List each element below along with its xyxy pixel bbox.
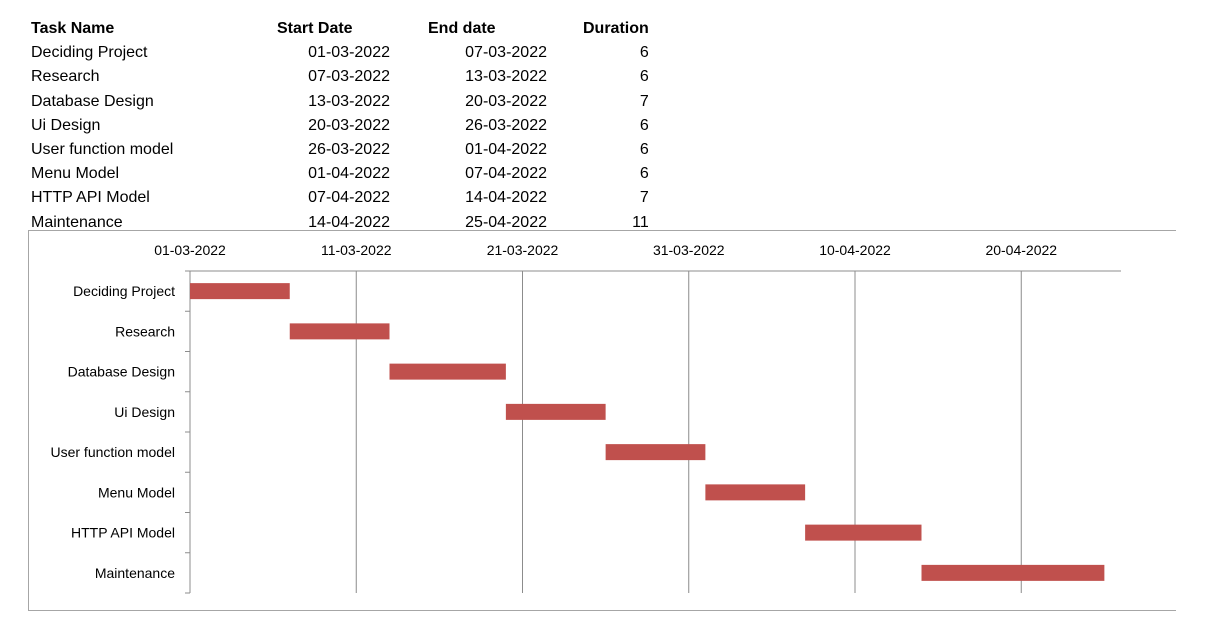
chart-frame xyxy=(28,230,1176,611)
duration-cell: 11 xyxy=(632,213,649,231)
header-end-date: End date xyxy=(428,20,496,37)
gantt-bar xyxy=(505,403,606,420)
category-label: User function model xyxy=(50,444,175,460)
end-date-cell: 14-04-2022 xyxy=(465,189,547,207)
duration-cell: 6 xyxy=(639,165,649,183)
table-row: Ui Design 20-03-2022 26-03-2022 6 xyxy=(31,114,649,138)
table-header-row: Task Name Start Date End date Duration xyxy=(31,17,649,41)
gantt-bar xyxy=(805,524,922,541)
duration-cell: 6 xyxy=(639,44,649,62)
start-date-cell: 01-04-2022 xyxy=(308,165,390,183)
start-date-cell: 20-03-2022 xyxy=(308,116,390,134)
start-date-cell: 13-03-2022 xyxy=(308,92,390,110)
x-tick-label: 21-03-2022 xyxy=(487,242,559,258)
end-date-cell: 25-04-2022 xyxy=(465,213,547,231)
gantt-bar xyxy=(705,484,806,501)
start-date-cell: 26-03-2022 xyxy=(308,141,390,159)
header-task-name: Task Name xyxy=(31,20,115,37)
x-tick-label: 11-03-2022 xyxy=(321,242,392,258)
table-row: Menu Model 01-04-2022 07-04-2022 6 xyxy=(31,162,649,186)
start-date-cell: 01-03-2022 xyxy=(308,44,390,62)
end-date-cell: 07-03-2022 xyxy=(465,44,547,62)
gantt-bar xyxy=(605,444,706,461)
start-date-cell: 07-04-2022 xyxy=(308,189,390,207)
task-name-cell: Database Design xyxy=(31,92,154,110)
end-date-cell: 26-03-2022 xyxy=(465,116,547,134)
duration-cell: 7 xyxy=(639,92,649,110)
gantt-bar xyxy=(389,363,506,380)
end-date-cell: 07-04-2022 xyxy=(465,165,547,183)
task-name-cell: User function model xyxy=(31,141,174,159)
task-name-cell: Menu Model xyxy=(31,165,120,183)
category-label: Research xyxy=(115,323,175,339)
category-label: Deciding Project xyxy=(73,283,175,299)
task-name-cell: Maintenance xyxy=(31,213,123,231)
table-row: HTTP API Model 07-04-2022 14-04-2022 7 xyxy=(31,186,649,210)
end-date-cell: 01-04-2022 xyxy=(465,141,547,159)
x-tick-label: 20-04-2022 xyxy=(985,242,1057,258)
end-date-cell: 20-03-2022 xyxy=(465,92,547,110)
gantt-bar xyxy=(190,283,290,300)
task-name-cell: Deciding Project xyxy=(31,44,148,62)
start-date-cell: 14-04-2022 xyxy=(308,213,390,231)
gantt-bar xyxy=(921,564,1105,581)
category-label: Database Design xyxy=(68,364,175,380)
task-name-cell: Research xyxy=(31,68,100,86)
header-start-date: Start Date xyxy=(277,20,353,37)
header-duration: Duration xyxy=(583,20,649,37)
task-name-cell: Ui Design xyxy=(31,116,101,134)
task-table: Task Name Start Date End date Duration D… xyxy=(31,17,649,235)
duration-cell: 6 xyxy=(639,141,649,159)
gantt-bar xyxy=(289,323,390,340)
start-date-cell: 07-03-2022 xyxy=(308,68,390,86)
table-row: Maintenance 14-04-2022 25-04-2022 11 xyxy=(31,211,649,235)
duration-cell: 6 xyxy=(639,68,649,86)
x-tick-label: 01-03-2022 xyxy=(154,242,226,258)
category-label: Menu Model xyxy=(98,484,175,500)
table-row: User function model 26-03-2022 01-04-2022 6 xyxy=(31,138,649,162)
x-tick-label: 10-04-2022 xyxy=(819,242,891,258)
duration-cell: 7 xyxy=(639,189,649,207)
category-label: HTTP API Model xyxy=(71,525,175,541)
category-label: Maintenance xyxy=(95,565,175,581)
task-name-cell: HTTP API Model xyxy=(31,189,150,207)
table-row: Database Design 13-03-2022 20-03-2022 7 xyxy=(31,90,649,114)
table-row: Research 07-03-2022 13-03-2022 6 xyxy=(31,65,649,89)
x-tick-label: 31-03-2022 xyxy=(653,242,725,258)
end-date-cell: 13-03-2022 xyxy=(465,68,547,86)
duration-cell: 6 xyxy=(639,116,649,134)
category-label: Ui Design xyxy=(114,404,175,420)
table-row: Deciding Project 01-03-2022 07-03-2022 6 xyxy=(31,41,649,65)
